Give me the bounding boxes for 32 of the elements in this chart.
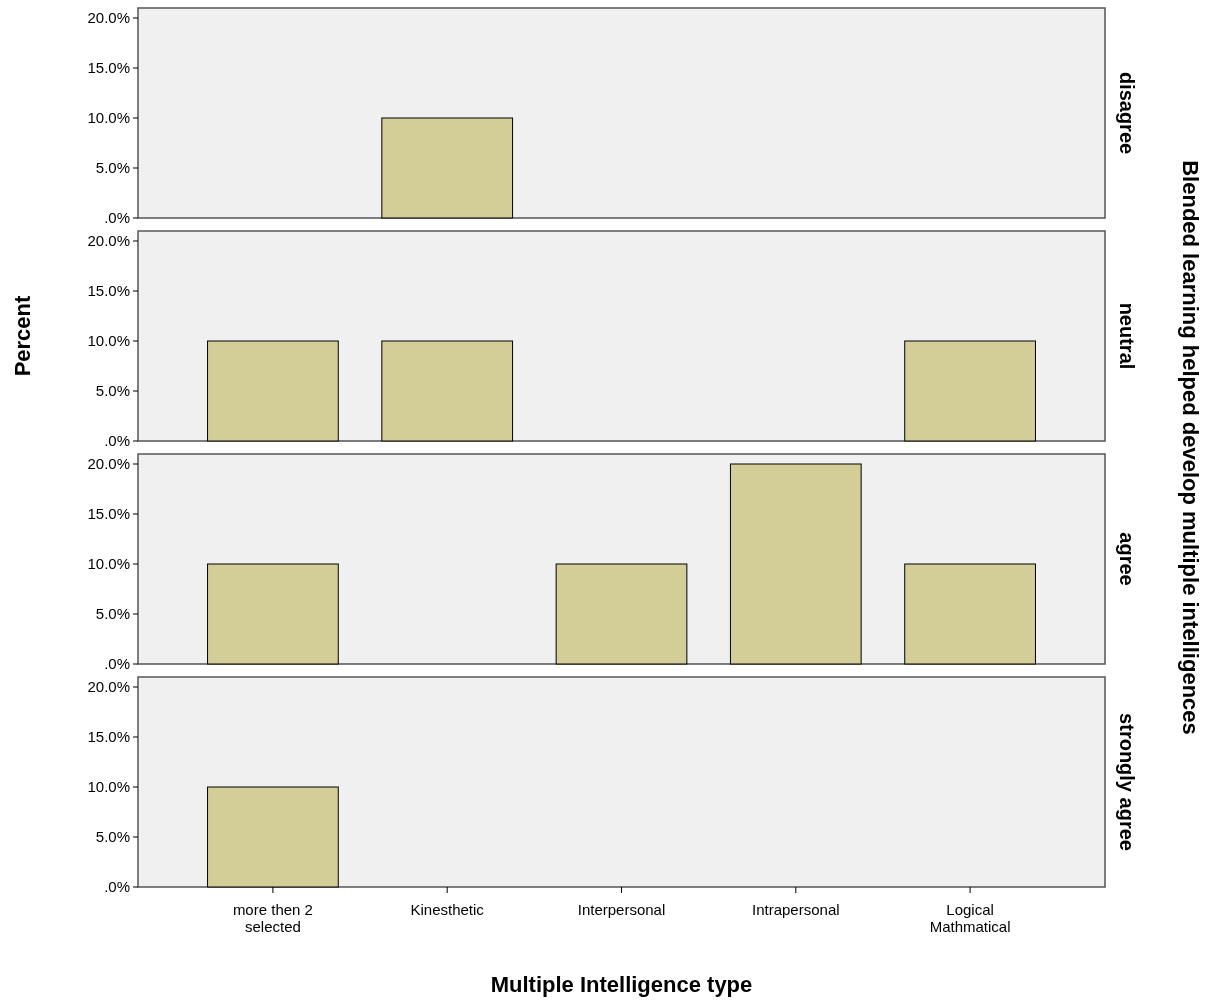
y-axis-title: Percent [10,294,35,377]
y-tick-label: 15.0% [87,728,130,746]
y-tick-label: 20.0% [87,455,130,473]
x-tick-label: Kinesthetic [410,901,485,918]
y-tick-label: .0% [104,209,130,227]
y-tick-label: 15.0% [87,282,130,300]
x-tick-label: Intrapersonal [752,901,840,918]
y2-axis-title: neutral [1116,302,1138,370]
y-tick-label: 20.0% [87,678,130,696]
x-tick-label: Logical Mathmatical [929,901,1011,935]
y-tick-label: 5.0% [95,605,130,623]
y-tick-label: 10.0% [87,109,130,127]
y2-axis-title: agree [1116,532,1138,586]
y-tick-label: .0% [104,878,130,896]
y-tick-label: .0% [104,432,130,450]
y2-axis-title: strongly agree [1116,713,1138,851]
y-tick-label: 20.0% [87,232,130,250]
y2-axis-title: disagree [1116,71,1138,155]
y-tick-label: 20.0% [87,9,130,27]
y-tick-label: .0% [104,655,130,673]
y-tick-label: 10.0% [87,332,130,350]
y-tick-label: 15.0% [87,505,130,523]
text: Blended learning helped develop multiple intelligences [1178,160,1203,735]
y-tick-label: 5.0% [95,159,130,177]
y-tick-label: 15.0% [87,59,130,77]
y-tick-label: 5.0% [95,828,130,846]
x-axis-title: Multiple Intelligence type [490,972,753,997]
y-tick-label: 10.0% [87,555,130,573]
y-tick-label: 10.0% [87,778,130,796]
x-tick-label: Interpersonal [577,901,666,918]
x-tick-label: more then 2 selected [232,901,313,935]
y-tick-label: 5.0% [95,382,130,400]
